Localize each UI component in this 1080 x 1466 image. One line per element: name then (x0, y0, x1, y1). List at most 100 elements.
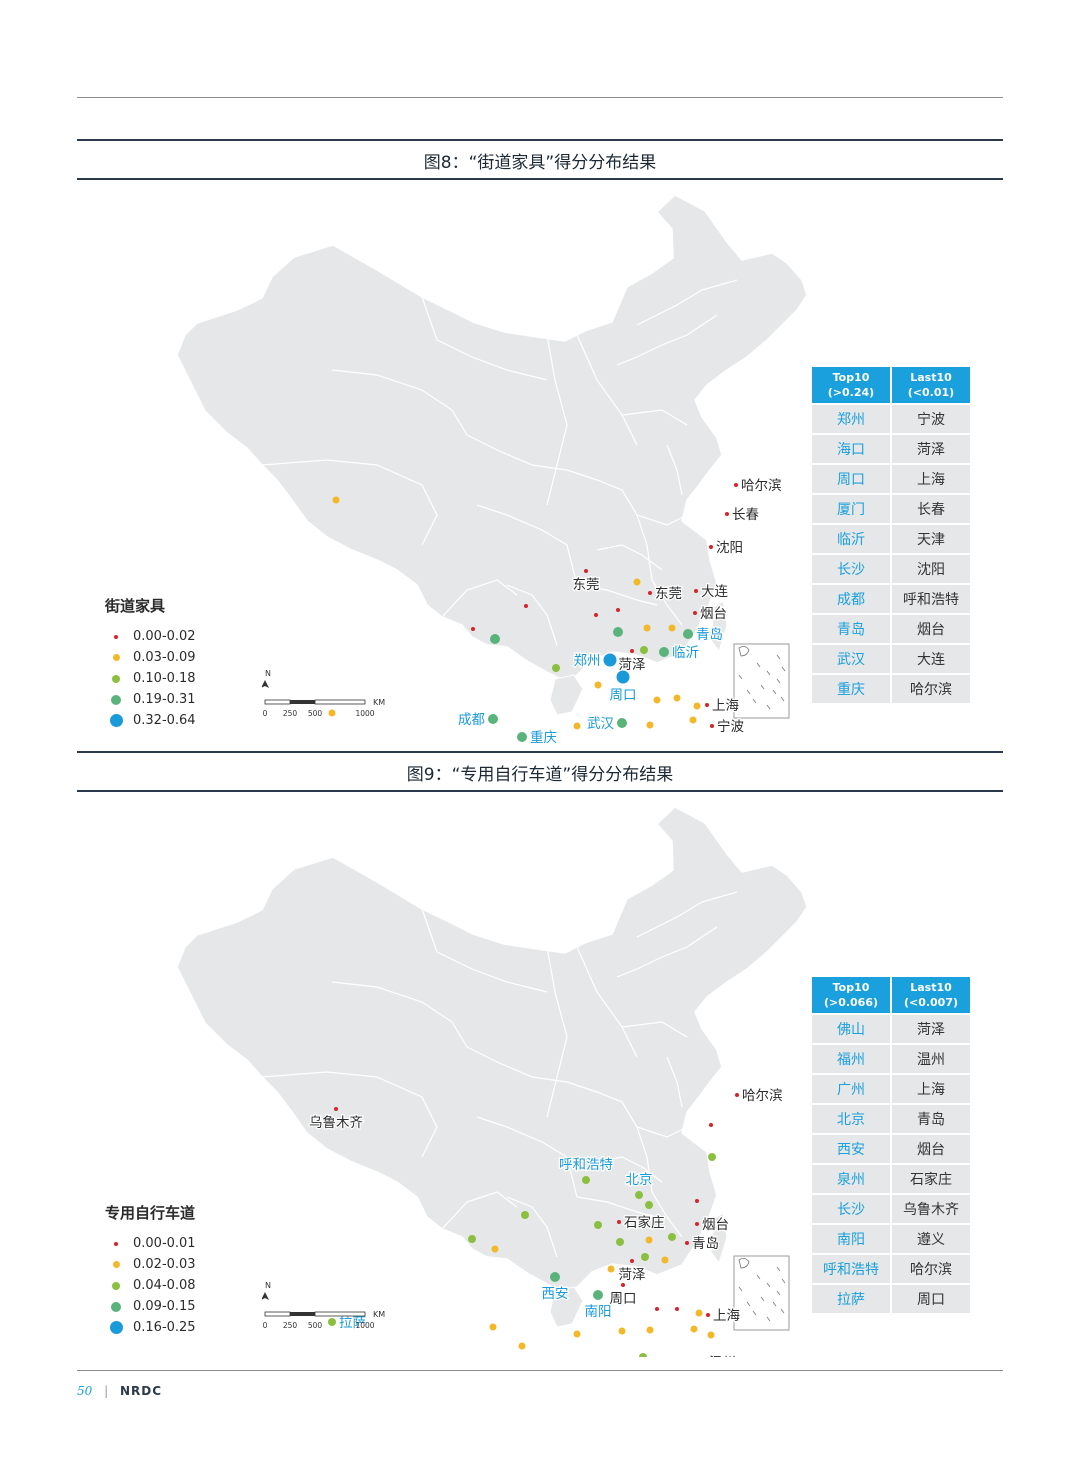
legend-item: 0.10-0.18 (105, 668, 196, 689)
south-china-sea-inset (733, 1255, 790, 1331)
last-city-cell: 菏泽 (892, 1015, 970, 1043)
province-border (636, 279, 738, 326)
city-point (668, 624, 676, 632)
top-city-cell: 周口 (812, 465, 890, 493)
city-point (582, 1176, 590, 1184)
legend-item: 0.03-0.09 (105, 647, 196, 668)
city-point (332, 496, 340, 504)
top-city-cell: 长沙 (812, 1195, 890, 1223)
table-header: Last10 (<0.01) (892, 367, 970, 403)
south-china-sea-inset (733, 643, 790, 719)
north-arrow-icon (262, 680, 269, 688)
city-point (653, 696, 661, 704)
top-city-cell: 南阳 (812, 1225, 890, 1253)
city-point (521, 1211, 529, 1219)
scale-unit: KM (373, 698, 385, 707)
top-city-cell: 厦门 (812, 495, 890, 523)
legend-item: 0.04-0.08 (105, 1275, 196, 1296)
table-header: Top10 (>0.066) (812, 977, 890, 1013)
last-city-cell: 长春 (892, 495, 970, 523)
map-legend: 街道家具 0.00-0.02 0.03-0.09 0.10-0.18 0.19-0.3… (105, 595, 196, 731)
table-row: 呼和浩特 哈尔滨 (812, 1255, 970, 1283)
legend-item: 0.02-0.03 (105, 1254, 196, 1275)
page-number: 50 (77, 1384, 93, 1398)
legend-swatch (112, 674, 120, 683)
province-border (566, 469, 688, 526)
table-row: 重庆 哈尔滨 (812, 675, 970, 703)
city-point (689, 716, 697, 724)
last-city-cell: 大连 (892, 645, 970, 673)
taiwan-island (710, 1212, 728, 1265)
last-city-cell: 石家庄 (892, 1165, 970, 1193)
city-point (630, 1259, 634, 1263)
legend-swatch (114, 634, 118, 639)
page-footer: 50 | NRDC (77, 1384, 162, 1398)
province-border (576, 334, 638, 446)
scale-tick: 1000 (355, 709, 374, 718)
city-point (709, 545, 713, 549)
city-point (668, 1233, 676, 1241)
table-row: 海口 菏泽 (812, 435, 970, 463)
province-border (546, 334, 568, 506)
table-row: 长沙 乌鲁木齐 (812, 1195, 970, 1223)
top-city-cell: 海口 (812, 435, 890, 463)
top-city-cell: 福州 (812, 1045, 890, 1073)
city-point (646, 721, 654, 729)
hainan-island (549, 674, 584, 716)
city-point (690, 1325, 698, 1333)
last-city-cell: 上海 (892, 1075, 970, 1103)
province-border (616, 314, 718, 366)
top-city-cell: 西安 (812, 1135, 890, 1163)
province-border (331, 369, 468, 436)
top-city-cell: 武汉 (812, 645, 890, 673)
city-point (616, 670, 630, 684)
legend-item: 0.19-0.31 (105, 689, 196, 710)
legend-title: 街道家具 (105, 597, 166, 615)
city-point (594, 613, 598, 617)
city-label: 烟台 (700, 606, 727, 622)
province-border (466, 434, 568, 471)
city-point (655, 1307, 659, 1311)
province-border (506, 1196, 558, 1258)
city-point (661, 1256, 669, 1264)
last-city-cell: 哈尔滨 (892, 1255, 970, 1283)
figure-title: 图8：“街道家具”得分分布结果 (423, 153, 657, 173)
city-point (735, 1093, 739, 1097)
last-city-cell: 呼和浩特 (892, 585, 970, 613)
city-point (607, 1265, 615, 1273)
province-border (576, 946, 638, 1058)
city-label: 西安 (542, 1286, 569, 1302)
table-row: 广州 上海 (812, 1075, 970, 1103)
legend-label: 0.09-0.15 (133, 1299, 196, 1314)
city-point (603, 653, 617, 667)
city-label: 拉萨 (339, 1315, 366, 1331)
last-city-cell: 沈阳 (892, 555, 970, 583)
city-point (490, 634, 500, 644)
table-row: 长沙 沈阳 (812, 555, 970, 583)
city-label: 宁波 (717, 718, 745, 735)
scale-tick: 0 (263, 1321, 268, 1330)
scale-bar: N KM 0 250 500 1000 (262, 669, 385, 718)
city-point (517, 732, 527, 742)
city-point (645, 1201, 653, 1209)
province-border (261, 459, 438, 546)
city-point (617, 1220, 621, 1224)
province-border (441, 1191, 518, 1230)
province-border (566, 1081, 688, 1138)
legend-item: 0.16-0.25 (105, 1317, 196, 1338)
city-point (705, 703, 709, 707)
city-point (616, 1238, 624, 1246)
scale-tick: 1000 (355, 1321, 374, 1330)
city-point (734, 483, 738, 487)
city-point (616, 608, 620, 612)
province-border (466, 1046, 568, 1083)
top-city-cell: 佛山 (812, 1015, 890, 1043)
city-point (550, 1272, 560, 1282)
city-label: 石家庄 (624, 1214, 665, 1231)
top-city-cell: 广州 (812, 1075, 890, 1103)
last-city-cell: 天津 (892, 525, 970, 553)
city-label: 周口 (610, 1291, 637, 1307)
legend-label: 0.32-0.64 (133, 713, 196, 728)
scale-bar: N KM 0 250 500 1000 (262, 1281, 385, 1330)
city-point (645, 1236, 653, 1244)
